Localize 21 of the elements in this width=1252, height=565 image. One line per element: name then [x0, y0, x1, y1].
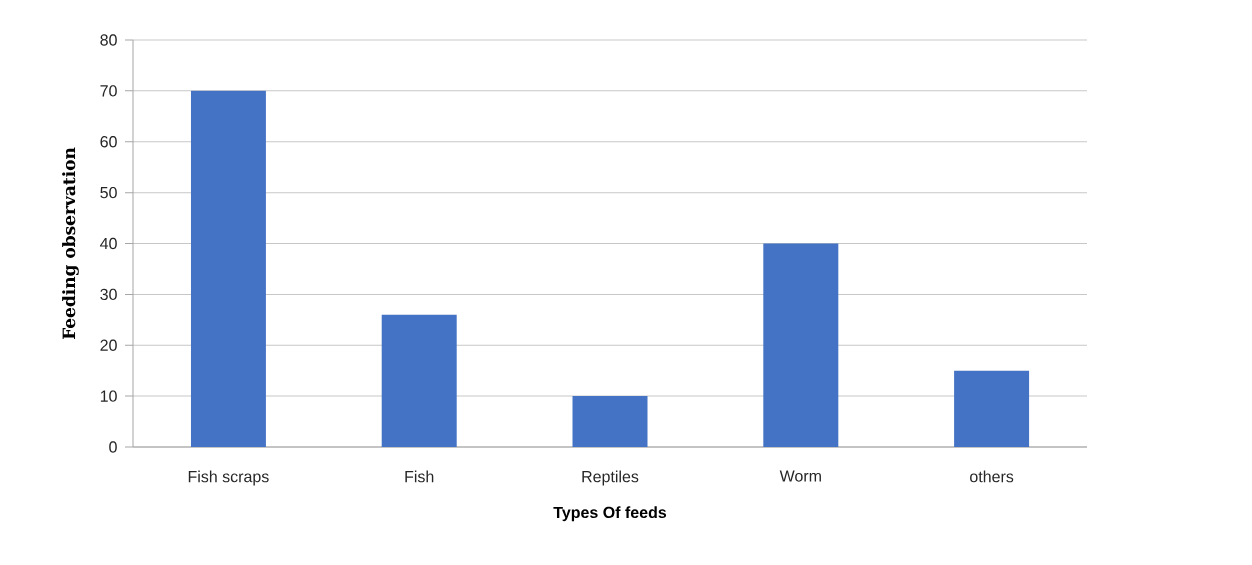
- y-tick-label: 50: [100, 186, 117, 199]
- y-tick-label: 40: [100, 237, 117, 250]
- x-tick-label: others: [970, 470, 1014, 483]
- y-tick-label: 10: [100, 390, 117, 402]
- y-tick-label: 20: [100, 339, 117, 351]
- x-tick-label: Reptiles: [582, 470, 639, 486]
- y-tick-label: 0: [109, 441, 117, 453]
- x-axis-title: Types Of feeds: [553, 506, 667, 522]
- bar: [190, 90, 266, 447]
- bar: [572, 396, 648, 447]
- bar: [763, 243, 839, 447]
- y-tick-label: 70: [100, 85, 117, 97]
- y-axis-title: Feeding observation: [62, 147, 79, 340]
- x-tick-label: Fish: [405, 470, 434, 483]
- x-tick-label: Worm: [779, 470, 821, 482]
- y-tick-label: 60: [100, 136, 117, 148]
- bar: [954, 370, 1030, 447]
- y-tick-label: 80: [100, 34, 117, 46]
- x-tick-label: Fish scraps: [188, 470, 269, 486]
- y-tick-label: 30: [100, 288, 117, 301]
- bar: [381, 314, 457, 447]
